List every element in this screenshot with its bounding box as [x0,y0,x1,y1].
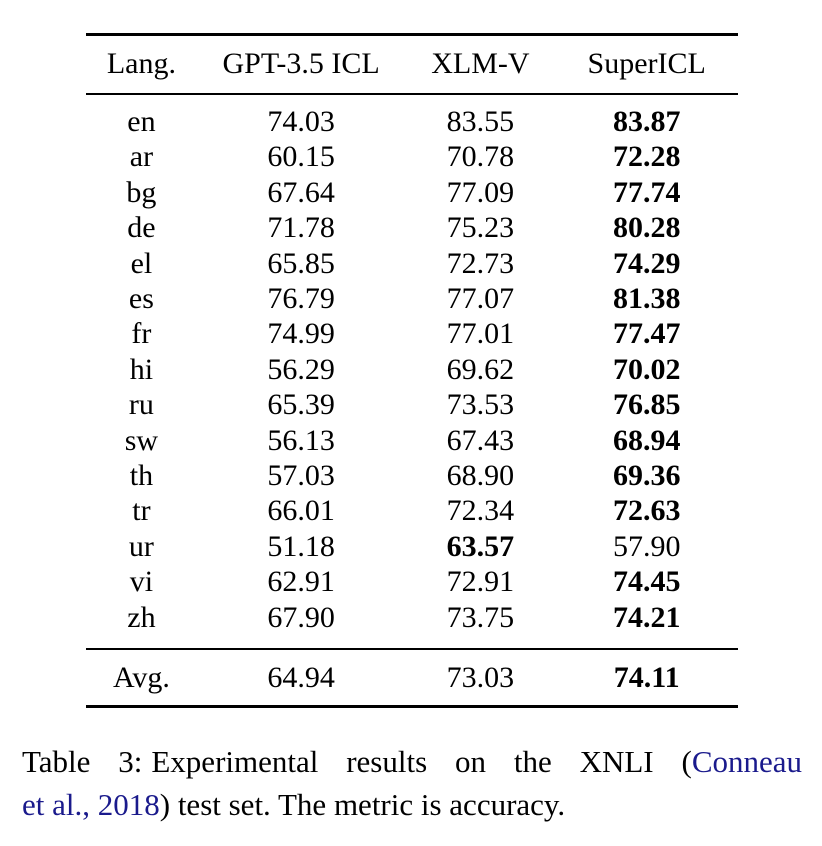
value-cell: 70.78 [446,140,515,174]
lang-cell: sw [124,423,159,457]
table-footer: Avg. 64.94 73.03 74.11 [86,648,738,707]
table-row: en 74.03 83.55 83.87 [86,94,738,139]
lang-cell: ur [128,529,154,563]
table-row: de 71.78 75.23 80.28 [86,210,738,245]
results-table: Lang. GPT-3.5 ICL XLM-V SuperICL en 74.03… [86,33,738,709]
lang-cell: fr [131,317,152,351]
value-cell: 60.15 [267,140,335,174]
col-header-xlmv: XLM-V [405,34,556,95]
lang-cell: zh [127,600,156,634]
value-cell: 57.90 [612,529,681,563]
table-row: fr 74.99 77.01 77.47 [86,316,738,351]
value-cell: 77.47 [612,317,681,351]
value-cell: 74.21 [612,600,681,634]
value-cell: 62.91 [267,565,335,599]
lang-cell: hi [129,352,154,386]
table-row: ru 65.39 73.53 76.85 [86,387,738,422]
value-cell: 80.28 [612,211,681,245]
value-cell: 56.13 [267,423,335,457]
lang-cell: ru [128,388,154,422]
lang-cell: Avg. [86,648,197,707]
value-cell: 67.43 [446,423,515,457]
table-row: tr 66.01 72.34 72.63 [86,493,738,528]
table-row: ar 60.15 70.78 72.28 [86,139,738,174]
lang-cell: ar [129,140,154,174]
value-cell: 74.99 [267,317,335,351]
value-cell: 81.38 [612,282,681,316]
value-cell: 77.09 [446,175,515,209]
value-cell: 65.85 [267,246,335,280]
table-row: th 57.03 68.90 69.36 [86,458,738,493]
lang-cell: el [130,246,153,280]
value-cell: 73.75 [446,600,515,634]
table-row: hi 56.29 69.62 70.02 [86,352,738,387]
value-cell: 67.90 [267,600,335,634]
table-row: el 65.85 72.73 74.29 [86,246,738,281]
avg-row: Avg. 64.94 73.03 74.11 [86,648,738,707]
value-cell: 65.39 [267,388,335,422]
value-cell: 77.01 [446,317,515,351]
value-cell: 71.78 [267,211,335,245]
table-body: en 74.03 83.55 83.87 ar 60.15 70.78 72.28 bg 67.6… [86,94,738,649]
lang-cell: de [127,211,156,245]
value-cell: 69.36 [612,459,681,493]
value-cell: 74.45 [612,565,681,599]
value-cell: 68.90 [446,459,515,493]
caption-text-after-cite: ) test set. The metric is accuracy. [159,787,566,822]
value-cell: 72.73 [446,246,515,280]
table-row: vi 62.91 72.91 74.45 [86,564,738,599]
value-cell: 74.03 [267,105,335,138]
value-cell: 63.57 [446,529,515,563]
value-cell: 73.53 [446,388,515,422]
lang-cell: bg [126,175,157,209]
col-header-gpt35-icl: GPT-3.5 ICL [196,34,406,95]
value-cell: 72.63 [612,494,681,528]
value-cell: 74.11 [555,648,738,707]
value-cell: 77.74 [612,175,681,209]
table-row: sw 56.13 67.43 68.94 [86,423,738,458]
value-cell: 68.94 [612,423,681,457]
value-cell: 83.87 [612,105,681,138]
value-cell: 76.85 [612,388,681,422]
value-cell: 76.79 [267,282,335,316]
value-cell: 70.02 [612,352,681,386]
caption-line-2: et al., 2018) test set. The metric is ac… [22,783,802,826]
table-caption: Table 3: Experimental results on the XNLI… [22,740,802,826]
header-row: Lang. GPT-3.5 ICL XLM-V SuperICL [86,34,738,95]
caption-text-before-cite: Experimental results on the XNLI ( [151,744,692,779]
caption-line-1: Table 3: Experimental results on the XNLI… [22,740,802,783]
lang-cell: es [128,282,154,316]
value-cell: 72.91 [446,565,515,599]
citation-link-continued[interactable]: et al., 2018 [22,787,160,822]
value-cell: 74.29 [612,246,681,280]
lang-cell: en [127,105,156,138]
value-cell: 72.28 [612,140,681,174]
value-cell: 51.18 [267,529,335,563]
value-cell: 69.62 [446,352,515,386]
value-cell: 77.07 [446,282,515,316]
value-cell: 57.03 [267,459,335,493]
citation-link[interactable]: Conneau [691,744,803,779]
lang-cell: tr [132,494,151,528]
caption-label: Table 3: [22,744,143,779]
lang-cell: vi [129,565,154,599]
value-cell: 73.03 [405,648,556,707]
lang-cell: th [129,459,154,493]
col-header-lang: Lang. [86,34,197,95]
value-cell: 66.01 [267,494,335,528]
value-cell: 83.55 [446,105,515,138]
value-cell: 64.94 [196,648,406,707]
value-cell: 56.29 [267,352,335,386]
col-header-supericl: SuperICL [555,34,738,95]
table-row: ur 51.18 63.57 57.90 [86,529,738,564]
value-cell: 67.64 [267,175,335,209]
table-row: bg 67.64 77.09 77.74 [86,175,738,210]
table-row: es 76.79 77.07 81.38 [86,281,738,316]
value-cell: 72.34 [446,494,515,528]
table-row: zh 67.90 73.75 74.21 [86,600,738,649]
value-cell: 75.23 [446,211,515,245]
